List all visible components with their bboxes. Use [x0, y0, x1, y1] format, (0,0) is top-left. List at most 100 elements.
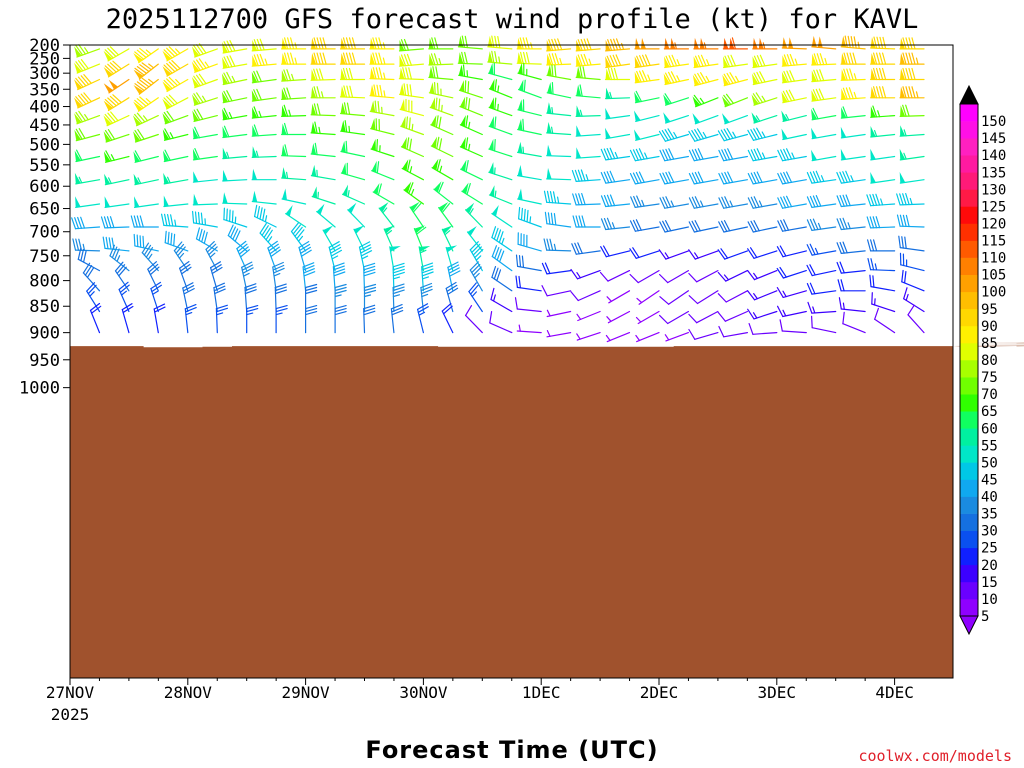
barb-full: [232, 228, 239, 240]
barb-full: [866, 194, 872, 207]
wind-barb: [899, 52, 925, 65]
wind-barb: [663, 93, 690, 106]
barb-shaft: [163, 179, 189, 185]
colorbar-label: 150: [981, 114, 1006, 130]
wind-barb: [133, 173, 159, 186]
barb-flag: [547, 82, 553, 94]
barb-full: [697, 55, 704, 67]
wind-barb: [752, 54, 778, 69]
barb-half: [694, 252, 699, 259]
barb-flag: [191, 46, 200, 58]
barb-shaft: [461, 190, 483, 205]
barb-flag: [870, 86, 876, 98]
wind-barb: [546, 64, 572, 81]
colorbar-cell: [960, 223, 978, 241]
barb-full: [580, 169, 586, 182]
wind-barb: [491, 266, 513, 292]
wind-barb: [896, 214, 925, 228]
barb-shaft: [430, 124, 454, 136]
barb-full: [750, 129, 758, 141]
barb-full: [294, 226, 303, 237]
barb-full: [130, 215, 135, 228]
barb-full: [600, 148, 607, 161]
wind-barb: [310, 37, 336, 50]
barb-full: [134, 83, 145, 92]
barb-full: [911, 67, 916, 81]
barb-full: [420, 288, 433, 295]
barb-flag: [74, 113, 82, 124]
wind-barb: [605, 332, 631, 343]
barb-flag: [576, 147, 582, 159]
barb-full: [813, 69, 819, 82]
barb-flag: [74, 97, 83, 108]
wind-barb: [517, 79, 542, 99]
barb-shaft: [725, 290, 749, 303]
barb-full: [691, 220, 699, 232]
barb-full: [305, 286, 318, 292]
barb-full: [849, 68, 854, 81]
barb-flag: [781, 91, 788, 103]
wind-barb: [281, 87, 307, 101]
barb-flag: [487, 51, 493, 63]
barb-full: [903, 287, 908, 300]
barb-full: [438, 181, 444, 194]
barb-full: [121, 303, 133, 311]
wind-barb: [629, 247, 660, 259]
barb-half: [814, 247, 819, 255]
wind-barb: [658, 270, 690, 284]
wind-barb: [659, 196, 690, 209]
barb-full: [438, 98, 441, 112]
barb-full: [872, 52, 878, 65]
wind-barb: [722, 72, 749, 87]
barb-full: [546, 238, 551, 251]
barb-full: [583, 53, 589, 66]
barb-full: [108, 237, 112, 250]
barb-flag: [517, 164, 523, 177]
barb-full: [747, 149, 754, 162]
colorbar-cell: [960, 598, 978, 617]
barb-full: [403, 54, 410, 67]
wind-barbs: [71, 35, 925, 343]
wind-barb: [281, 167, 307, 181]
barb-flag: [467, 226, 477, 236]
barb-full: [290, 37, 295, 50]
time-tick-label: 30NOV: [399, 683, 448, 702]
barb-full: [283, 87, 289, 100]
wind-barb: [572, 193, 601, 206]
barb-flag: [517, 188, 523, 201]
barb-flag: [162, 129, 170, 141]
barb-half: [82, 243, 86, 251]
wind-barb: [173, 241, 189, 272]
wind-barb: [332, 262, 346, 292]
wind-barb: [836, 261, 866, 274]
barb-half: [497, 85, 500, 93]
barb-flag: [222, 169, 228, 181]
barb-full: [786, 70, 793, 83]
barb-full: [782, 90, 790, 103]
barb-half: [410, 188, 415, 196]
barb-flag: [281, 105, 287, 117]
barb-full: [819, 53, 825, 66]
barb-full: [141, 62, 152, 71]
wind-barb: [77, 247, 101, 272]
barb-full: [658, 314, 669, 325]
barb-full: [879, 36, 884, 50]
barb-flag: [281, 88, 287, 100]
barb-full: [467, 98, 471, 111]
barb-flag: [488, 139, 494, 151]
barb-flag: [442, 225, 453, 234]
wind-barb: [162, 128, 189, 141]
barb-shaft: [696, 310, 719, 324]
barb-half: [699, 200, 704, 208]
wind-barb: [251, 70, 277, 84]
wind-barb: [459, 115, 483, 136]
wind-barb: [840, 148, 866, 161]
barb-full: [363, 304, 376, 310]
barb-full: [286, 69, 292, 82]
barb-full: [552, 191, 557, 204]
barb-full: [196, 108, 204, 120]
barb-shaft: [164, 242, 189, 252]
barb-full: [550, 212, 554, 226]
barb-flag: [870, 172, 876, 184]
barb-shaft: [723, 226, 749, 233]
